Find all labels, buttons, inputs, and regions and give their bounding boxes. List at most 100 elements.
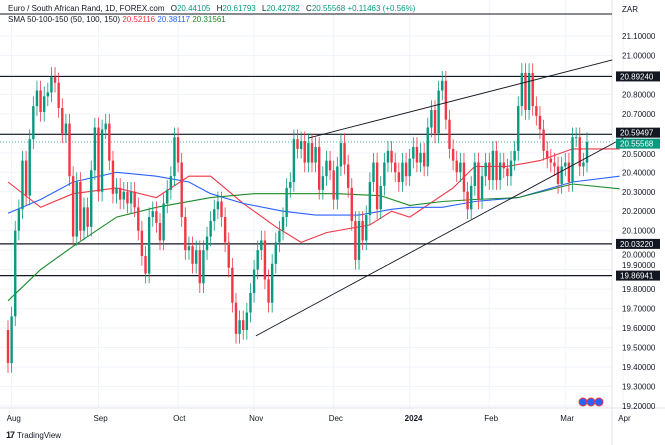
price-tick-label: 19.70000 — [622, 305, 656, 314]
candle-down — [68, 123, 71, 177]
event-marker-icon[interactable] — [578, 397, 588, 407]
candle-down — [545, 150, 549, 159]
high-value: 20.61793 — [222, 4, 256, 13]
candle-up — [14, 230, 17, 317]
candle-down — [39, 90, 42, 112]
close-label: C — [306, 4, 312, 13]
candle-up — [90, 170, 93, 227]
candle-up — [285, 187, 288, 218]
candle-up — [238, 320, 241, 334]
change-value: +0.11463 (+0.56%) — [347, 4, 416, 13]
candle-down — [346, 164, 350, 188]
candle-up — [289, 182, 292, 188]
price-tick-label: 20.20000 — [622, 207, 656, 216]
candle-up — [513, 150, 516, 161]
candle-down — [495, 150, 498, 181]
candle-up — [256, 250, 259, 270]
sma150-value: 20.31561 — [192, 15, 226, 24]
candle-up — [408, 158, 411, 177]
symbol-title[interactable]: Euro / South African Rand, 1D, FOREX.com — [8, 4, 165, 13]
candle-up — [383, 162, 386, 186]
time-tick-label: 2024 — [405, 414, 423, 423]
candle-up — [93, 127, 97, 171]
candle-up — [249, 293, 252, 313]
candle-up — [441, 80, 444, 91]
price-tick-label: 19.90000 — [622, 261, 656, 270]
candle-up — [10, 316, 13, 364]
candle-down — [535, 106, 538, 116]
candle-up — [173, 137, 176, 177]
candle-up — [412, 146, 415, 159]
candle-down — [354, 220, 357, 260]
candle-up — [82, 207, 86, 231]
level-price-badge — [616, 238, 660, 249]
candle-up — [527, 72, 531, 110]
candle-up — [129, 191, 133, 204]
price-tick-label: 21.00000 — [622, 51, 656, 60]
candle-down — [343, 143, 346, 165]
candle-up — [386, 150, 390, 163]
candle-up — [480, 176, 484, 200]
candle-down — [184, 217, 187, 251]
candle-down — [397, 172, 401, 183]
candle-up — [307, 143, 310, 163]
brand-name: TradingView — [17, 430, 62, 440]
price-tick-label: 19.20000 — [622, 402, 656, 411]
time-tick-label: Apr — [618, 414, 631, 423]
level-price-badge — [616, 127, 660, 138]
candle-up — [252, 269, 256, 294]
candle-up — [104, 123, 107, 130]
candle-up — [372, 162, 375, 183]
candle-up — [169, 176, 173, 190]
candle-down — [108, 123, 111, 161]
candle-down — [567, 162, 571, 183]
candle-up — [517, 106, 520, 151]
candle-up — [278, 230, 281, 243]
level-price-label: 19.86941 — [620, 272, 654, 281]
candle-up — [115, 187, 118, 194]
candle-down — [404, 162, 408, 177]
price-tick-label: 21.10000 — [622, 32, 656, 41]
event-marker-icon[interactable] — [594, 397, 604, 407]
event-marker-icon[interactable] — [586, 397, 596, 407]
sma-line-sma50 — [7, 148, 620, 244]
time-tick-label: Nov — [249, 414, 263, 423]
candle-up — [216, 201, 220, 210]
candle-up — [473, 162, 477, 186]
time-tick-label: Aug — [7, 414, 21, 423]
candle-up — [470, 185, 473, 210]
candle-up — [187, 246, 191, 251]
currency-label: ZAR — [622, 5, 638, 14]
candle-up — [21, 160, 24, 210]
candle-up — [419, 152, 422, 163]
candle-down — [502, 162, 505, 169]
low-value: 20.42782 — [266, 4, 300, 13]
candle-down — [477, 162, 480, 200]
candle-up — [357, 220, 361, 260]
candle-down — [144, 256, 147, 274]
tradingview-logo-icon: 17 — [6, 430, 15, 440]
level-price-label: 20.89240 — [620, 72, 654, 81]
candle-up — [17, 209, 21, 231]
candle-down — [111, 160, 115, 194]
candle-up — [564, 162, 567, 167]
candle-down — [553, 162, 556, 167]
candle-up — [260, 240, 263, 251]
sma-line-sma150 — [7, 183, 620, 302]
candle-down — [6, 329, 10, 364]
time-tick-label: Dec — [329, 414, 343, 423]
candle-down — [53, 76, 57, 83]
candle-down — [133, 191, 136, 208]
candle-down — [466, 191, 469, 210]
candle-down — [155, 211, 158, 223]
candle-down — [176, 137, 180, 163]
level-price-label: 20.59497 — [620, 129, 654, 138]
candle-up — [100, 129, 104, 192]
candle-down — [318, 146, 321, 190]
candle-up — [560, 166, 563, 184]
indicator-name[interactable]: SMA 50-100-150 (50, 100, 150) — [8, 15, 121, 24]
open-value: 20.44105 — [176, 4, 211, 13]
level-price-label: 20.03220 — [620, 240, 654, 249]
candle-down — [118, 187, 122, 200]
